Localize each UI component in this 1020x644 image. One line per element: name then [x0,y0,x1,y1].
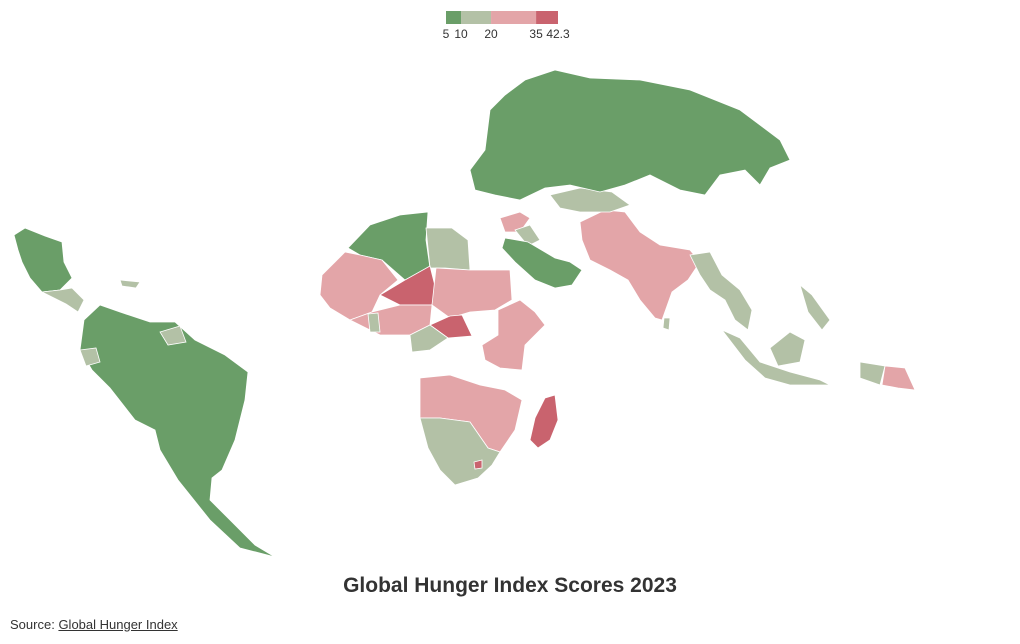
sri-lanka [662,317,671,331]
iraq [514,224,541,247]
sahel-west [319,251,399,321]
legend-swatch [446,11,462,24]
central-america [40,287,85,313]
ecuador [79,347,101,367]
mexico [13,227,73,293]
libya [425,227,471,271]
east-africa [481,299,546,371]
russia [469,69,791,201]
papua [859,361,886,386]
countries [13,69,916,558]
southeast-asia [689,251,753,331]
ghana [367,312,381,333]
legend-tick-label: 35 [529,27,543,41]
caribbean [119,279,141,289]
legend-swatch [536,11,558,24]
map: 5 10 20 35 42.3 [13,11,916,558]
lesotho [473,459,483,470]
source-link[interactable]: Global Hunger Index [58,617,178,632]
legend-swatch [461,11,492,24]
legend-tick-label: 5 [443,27,450,41]
arabian-peninsula [501,237,583,289]
legend-tick-label: 10 [454,27,468,41]
source: Source: Global Hunger Index [10,617,178,632]
cameroon-gabon [409,324,449,353]
venezuela [159,325,187,346]
legend-tick-label: 42.3 [546,27,570,41]
source-label: Source: [10,617,55,632]
south-america [79,304,276,558]
legend-tick-label: 20 [484,27,498,41]
central-asia [549,187,631,213]
legend-swatch [491,11,537,24]
south-asia [579,209,701,321]
chad-sudan [431,267,513,319]
chart-title: Global Hunger Index Scores 2023 [343,574,677,597]
papua-new-guinea [881,365,916,391]
turkey-syria [499,211,531,233]
legend: 5 10 20 35 42.3 [443,11,570,41]
borneo-philippines [769,283,831,367]
madagascar [529,394,559,449]
indonesia [721,329,831,386]
